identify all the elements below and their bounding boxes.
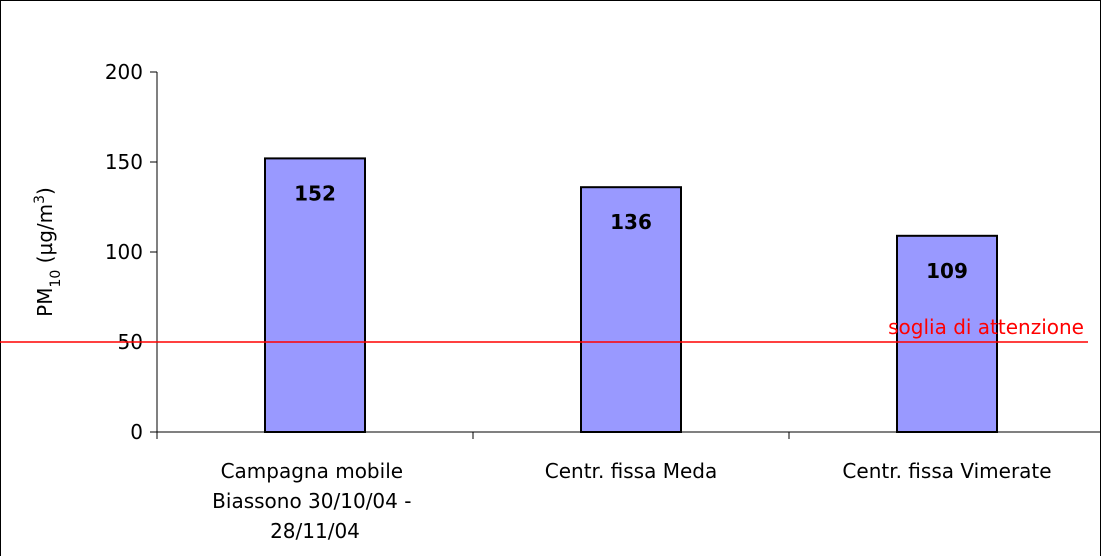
threshold-label: soglia di attenzione [888, 315, 1084, 339]
data-label: 152 [294, 181, 336, 205]
x-tick-label: Centr. fissa Meda [545, 459, 717, 483]
y-axis-label-part: (µg/m [33, 204, 57, 270]
y-axis-label-part: PM [33, 288, 57, 317]
y-tick-label: 150 [105, 150, 143, 174]
y-tick-label: 200 [105, 60, 143, 84]
y-tick-label: 100 [105, 240, 143, 264]
y-axis-label-part: ) [33, 187, 57, 195]
y-axis-label-part: 3 [32, 195, 48, 204]
x-tick-label: Centr. fissa Vimerate [842, 459, 1051, 483]
y-tick-label: 0 [130, 420, 143, 444]
y-axis-label: PM10 (µg/m3) [32, 187, 64, 317]
bar [896, 234, 998, 433]
bar [264, 157, 366, 433]
x-tick-label: Campagna mobile Biassono 30/10/04 - 28/1… [212, 459, 418, 543]
data-label: 136 [610, 210, 652, 234]
y-axis-label-part: 10 [48, 270, 64, 288]
bar [580, 186, 682, 433]
data-label: 109 [926, 259, 968, 283]
